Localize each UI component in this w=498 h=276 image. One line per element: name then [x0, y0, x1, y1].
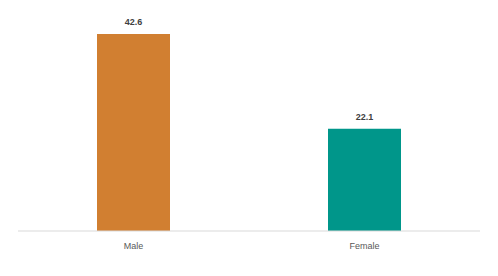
- svg-text:Male: Male: [124, 241, 144, 251]
- svg-text:22.1: 22.1: [356, 112, 374, 122]
- svg-text:Female: Female: [349, 241, 379, 251]
- svg-text:42.6: 42.6: [125, 17, 143, 27]
